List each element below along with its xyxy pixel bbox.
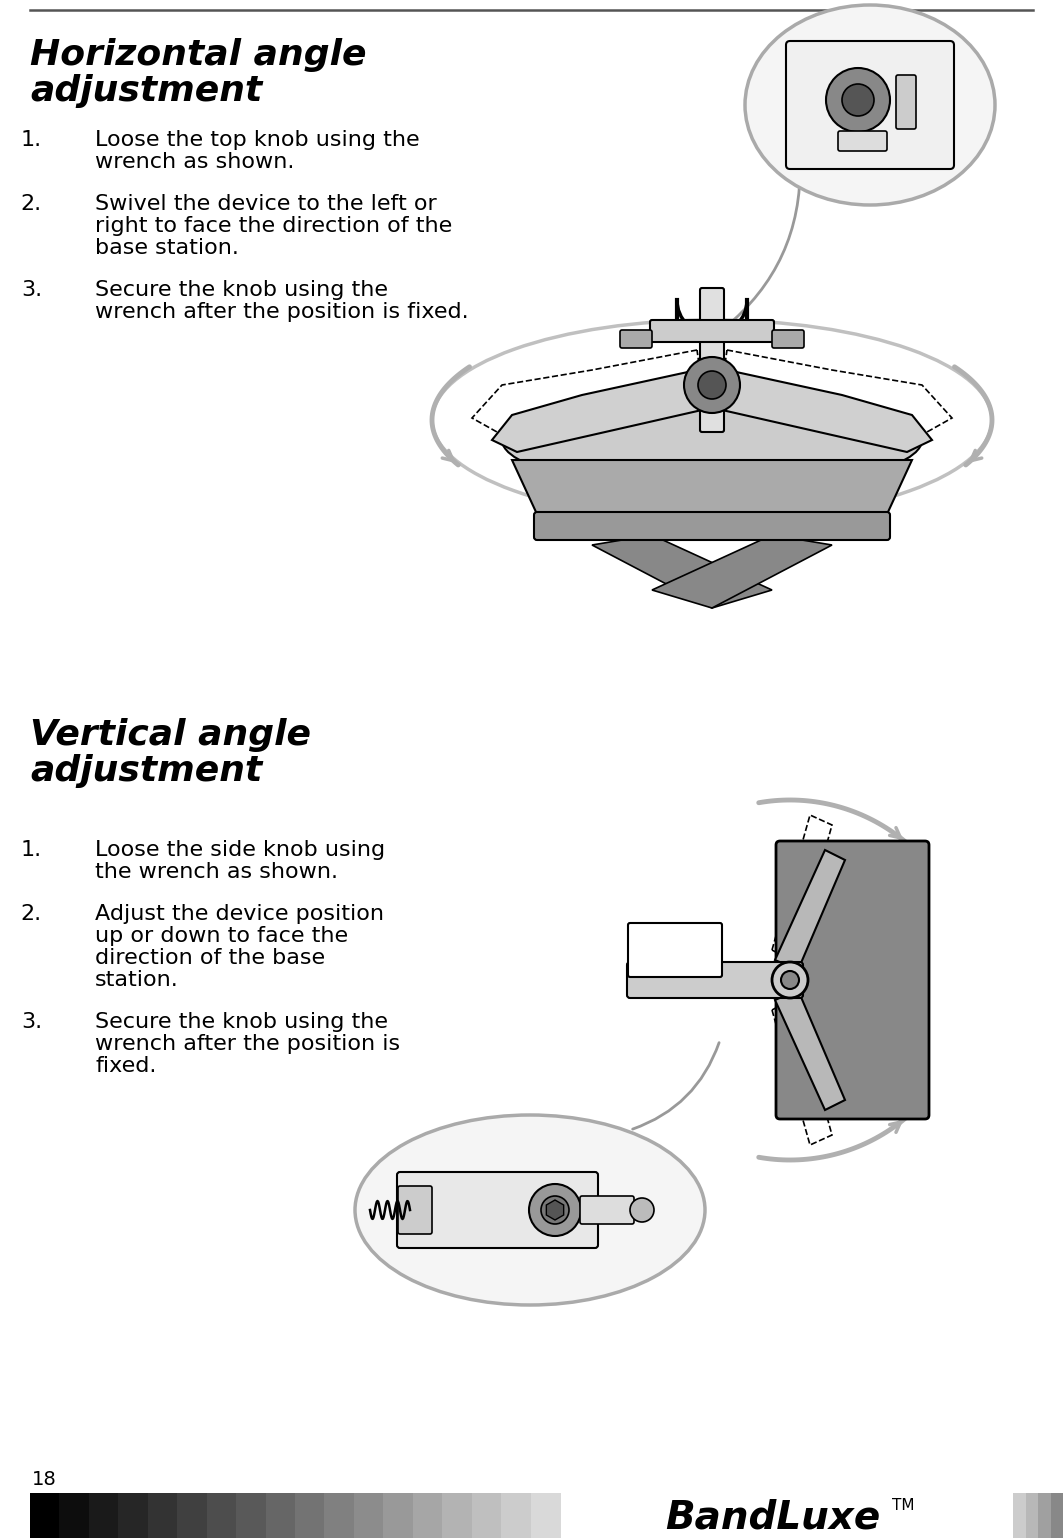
Circle shape xyxy=(826,68,890,132)
Text: 3.: 3. xyxy=(21,280,43,300)
Text: base station.: base station. xyxy=(95,238,239,258)
Text: Horizontal angle: Horizontal angle xyxy=(30,38,367,72)
Bar xyxy=(206,1493,237,1538)
FancyBboxPatch shape xyxy=(772,331,804,348)
Polygon shape xyxy=(722,371,932,452)
Polygon shape xyxy=(546,1200,563,1220)
Bar xyxy=(1037,1493,1051,1538)
Text: 1.: 1. xyxy=(21,840,43,860)
FancyBboxPatch shape xyxy=(838,131,887,151)
FancyBboxPatch shape xyxy=(398,1186,432,1233)
Text: 2.: 2. xyxy=(21,194,43,214)
Ellipse shape xyxy=(355,1115,705,1306)
Text: direction of the base: direction of the base xyxy=(95,947,325,967)
Bar xyxy=(118,1493,149,1538)
Text: Swivel the device to the left or: Swivel the device to the left or xyxy=(95,194,437,214)
Text: station.: station. xyxy=(95,970,179,990)
Ellipse shape xyxy=(502,391,922,491)
Bar xyxy=(30,1493,61,1538)
Bar xyxy=(1050,1493,1063,1538)
Text: fixed.: fixed. xyxy=(95,1057,156,1077)
Text: Adjust the device position: Adjust the device position xyxy=(95,904,384,924)
Circle shape xyxy=(684,357,740,414)
Text: up or down to face the: up or down to face the xyxy=(95,926,348,946)
Bar xyxy=(89,1493,119,1538)
Polygon shape xyxy=(512,460,912,524)
Text: Vertical angle: Vertical angle xyxy=(30,718,311,752)
Text: adjustment: adjustment xyxy=(30,74,263,108)
Circle shape xyxy=(529,1184,581,1237)
Text: adjustment: adjustment xyxy=(30,754,263,787)
Bar xyxy=(1026,1493,1039,1538)
FancyBboxPatch shape xyxy=(896,75,916,129)
Circle shape xyxy=(698,371,726,398)
Ellipse shape xyxy=(745,5,995,205)
Text: Loose the side knob using: Loose the side knob using xyxy=(95,840,385,860)
Circle shape xyxy=(630,1198,654,1223)
Text: wrench after the position is fixed.: wrench after the position is fixed. xyxy=(95,301,469,321)
Polygon shape xyxy=(775,851,845,970)
FancyBboxPatch shape xyxy=(701,288,724,432)
Polygon shape xyxy=(592,535,772,608)
Text: wrench as shown.: wrench as shown. xyxy=(95,152,294,172)
Text: Secure the knob using the: Secure the knob using the xyxy=(95,1012,388,1032)
Polygon shape xyxy=(492,371,702,452)
Text: Loose the top knob using the: Loose the top knob using the xyxy=(95,131,420,151)
Text: Secure the knob using the: Secure the knob using the xyxy=(95,280,388,300)
Text: TM: TM xyxy=(892,1498,914,1513)
Text: 2.: 2. xyxy=(21,904,43,924)
Bar xyxy=(178,1493,207,1538)
Bar xyxy=(354,1493,384,1538)
FancyBboxPatch shape xyxy=(627,961,803,998)
Text: wrench after the position is: wrench after the position is xyxy=(95,1034,400,1054)
FancyBboxPatch shape xyxy=(628,923,722,977)
Bar xyxy=(266,1493,296,1538)
FancyBboxPatch shape xyxy=(620,331,652,348)
Text: the wrench as shown.: the wrench as shown. xyxy=(95,861,338,881)
Bar xyxy=(60,1493,89,1538)
Text: 1.: 1. xyxy=(21,131,43,151)
Text: BandLuxe: BandLuxe xyxy=(665,1498,880,1536)
Bar xyxy=(296,1493,325,1538)
FancyBboxPatch shape xyxy=(396,1172,598,1247)
Bar xyxy=(501,1493,532,1538)
Bar xyxy=(148,1493,178,1538)
FancyBboxPatch shape xyxy=(649,320,774,341)
Circle shape xyxy=(781,970,799,989)
Bar xyxy=(530,1493,561,1538)
Bar xyxy=(412,1493,443,1538)
Polygon shape xyxy=(652,535,832,608)
FancyBboxPatch shape xyxy=(580,1197,634,1224)
Bar xyxy=(324,1493,355,1538)
Circle shape xyxy=(772,961,808,998)
Bar xyxy=(1013,1493,1026,1538)
FancyBboxPatch shape xyxy=(534,512,890,540)
Circle shape xyxy=(541,1197,569,1224)
FancyBboxPatch shape xyxy=(786,42,954,169)
FancyBboxPatch shape xyxy=(776,841,929,1120)
Bar xyxy=(384,1493,414,1538)
Bar xyxy=(236,1493,267,1538)
Bar xyxy=(442,1493,472,1538)
Bar xyxy=(472,1493,502,1538)
Text: right to face the direction of the: right to face the direction of the xyxy=(95,215,452,235)
Circle shape xyxy=(842,85,874,115)
Polygon shape xyxy=(775,990,845,1110)
Text: 18: 18 xyxy=(32,1470,56,1489)
Text: 3.: 3. xyxy=(21,1012,43,1032)
